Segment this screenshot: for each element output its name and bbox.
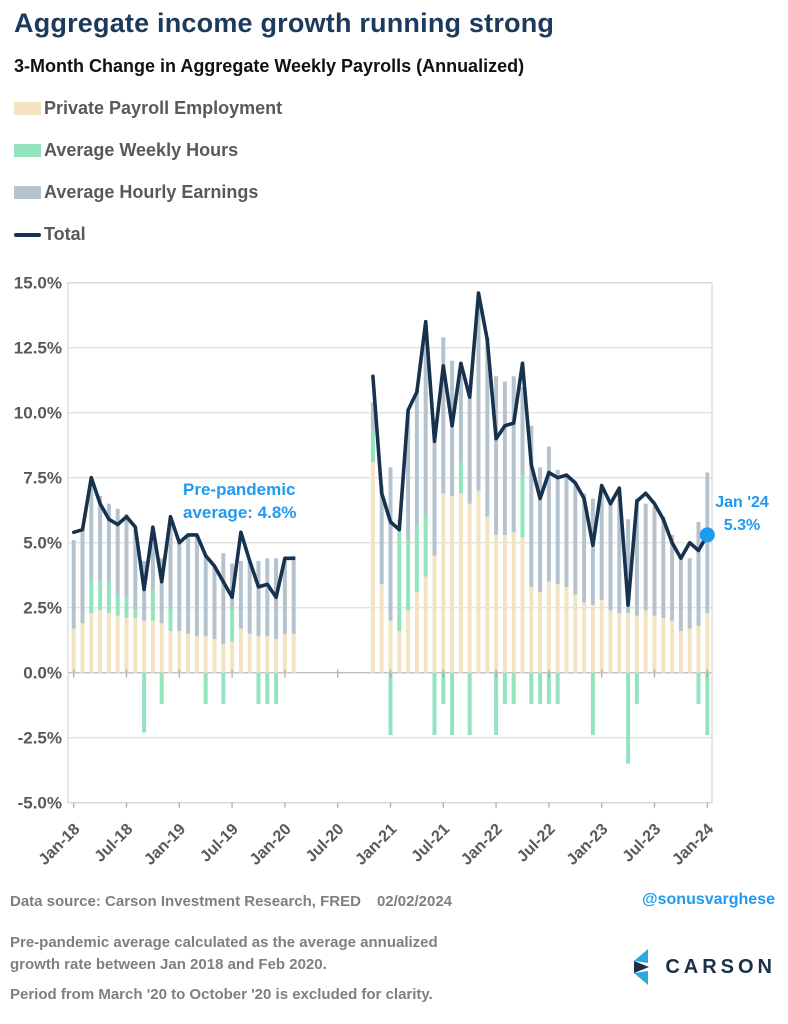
x-axis-ticks [73, 669, 708, 808]
annotation-line: 5.3% [723, 517, 761, 534]
svg-text:0.0%: 0.0% [23, 664, 62, 683]
svg-text:10.0%: 10.0% [14, 404, 62, 423]
carson-logo-mark-icon [634, 949, 650, 985]
svg-text:Jan-21: Jan-21 [352, 821, 400, 869]
payroll-swatch-icon [14, 102, 41, 115]
svg-text:2.5%: 2.5% [23, 599, 62, 618]
legend-label: Private Payroll Employment [44, 98, 283, 118]
annotation-line: average: 4.8% [183, 503, 297, 522]
carson-logo-text: CARSON [665, 955, 776, 978]
svg-text:Jan-19: Jan-19 [141, 821, 189, 869]
data-source-note: Data source: Carson Investment Research,… [10, 893, 452, 910]
y-axis-labels: 15.0% 12.5% 10.0% 7.5% 5.0% 2.5% 0.0% -2.5% -5.0… [14, 274, 62, 813]
svg-text:12.5%: 12.5% [14, 339, 62, 358]
pre-pandemic-annotation: Pre-pandemic average: 4.8% [183, 478, 313, 524]
page-title: Aggregate income growth running strong [14, 8, 555, 38]
svg-text:Jan-24: Jan-24 [669, 821, 717, 869]
annotation-line: Pre-pandemic [183, 480, 296, 499]
legend-label: Total [44, 224, 86, 244]
earnings-swatch-icon [14, 186, 41, 199]
source-date: 02/02/2024 [376, 893, 453, 910]
svg-text:5.0%: 5.0% [23, 534, 62, 553]
total-line-swatch-icon [14, 232, 41, 237]
legend-label: Average Hourly Earnings [44, 182, 259, 202]
svg-text:Jan-22: Jan-22 [458, 821, 506, 869]
legend: Private Payroll Employment Average Weekl… [14, 98, 283, 268]
total-line [371, 291, 710, 607]
svg-text:Jan-20: Jan-20 [247, 821, 295, 869]
legend-label: Average Weekly Hours [44, 140, 239, 160]
svg-text:Jan-23: Jan-23 [564, 821, 612, 869]
legend-item-private-payroll: Private Payroll Employment [14, 98, 283, 118]
chart-canvas: 15.0% 12.5% 10.0% 7.5% 5.0% 2.5% 0.0% -2.5% -5.0… [14, 274, 718, 869]
legend-item-total: Total [14, 224, 282, 244]
total-line [71, 475, 296, 600]
annotation-line: Jan '24 [715, 494, 769, 511]
hours-swatch-icon [14, 144, 41, 157]
svg-text:Jul-23: Jul-23 [620, 821, 665, 866]
payrolls-chart: 15.0% 12.5% 10.0% 7.5% 5.0% 2.5% 0.0% -2.5% -5.0… [0, 255, 788, 880]
svg-text:7.5%: 7.5% [23, 469, 62, 488]
author-handle: @sonusvarghese [642, 891, 775, 908]
excluded-period-footnote: Period from March '20 to October '20 is … [10, 986, 433, 1003]
svg-text:15.0%: 15.0% [14, 274, 62, 293]
stacked-bars [71, 293, 710, 764]
svg-text:Jul-18: Jul-18 [92, 821, 137, 866]
jan24-annotation: Jan '24 5.3% [704, 491, 780, 537]
svg-text:Jul-21: Jul-21 [408, 821, 453, 866]
endpoint-dot [699, 527, 715, 543]
svg-text:Jul-22: Jul-22 [514, 821, 559, 866]
legend-item-weekly-hours: Average Weekly Hours [14, 140, 282, 160]
carson-logo: CARSON [630, 948, 776, 986]
legend-item-hourly-earnings: Average Hourly Earnings [14, 182, 282, 202]
svg-text:-5.0%: -5.0% [18, 794, 62, 813]
svg-text:Jan-18: Jan-18 [36, 821, 84, 869]
source-text: Data source: Carson Investment Research,… [10, 893, 361, 910]
x-axis-labels: Jan-18 Jul-18 Jan-19 Jul-19 Jan-20 Jul-20 Jan-… [36, 821, 718, 869]
svg-text:Jul-19: Jul-19 [197, 821, 242, 866]
svg-text:Jul-20: Jul-20 [303, 821, 348, 866]
svg-text:-2.5%: -2.5% [18, 729, 62, 748]
pre-pandemic-footnote: Pre-pandemic average calculated as the a… [10, 934, 438, 973]
chart-subtitle: 3-Month Change in Aggregate Weekly Payro… [14, 56, 525, 76]
